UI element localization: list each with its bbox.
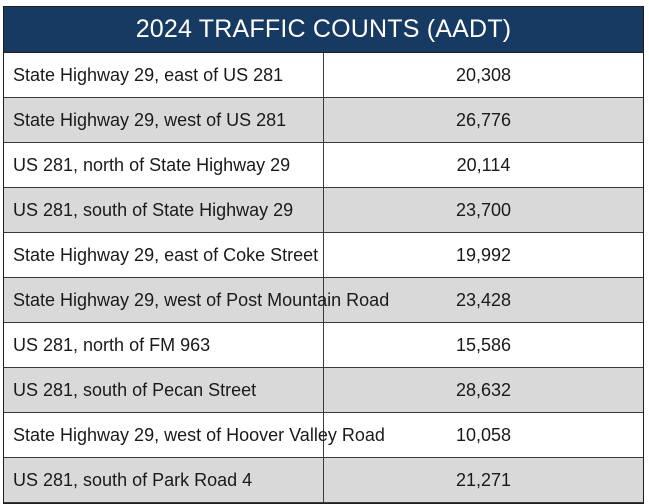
count-cell: 28,632 (323, 367, 643, 413)
table-row: State Highway 29, west of Post Mountain … (4, 277, 643, 323)
location-cell: State Highway 29, east of US 281 (4, 52, 324, 98)
count-cell: 26,776 (323, 97, 643, 143)
count-cell: 23,428 (323, 277, 643, 323)
table-row: US 281, south of State Highway 29 23,700 (4, 187, 643, 233)
table-row: US 281, north of State Highway 29 20,114 (4, 142, 643, 188)
traffic-counts-table: 2024 TRAFFIC COUNTS (AADT) State Highway… (4, 7, 643, 503)
location-cell: State Highway 29, east of Coke Street (4, 232, 324, 278)
count-cell: 19,992 (323, 232, 643, 278)
table-row: US 281, north of FM 963 15,586 (4, 322, 643, 368)
count-cell: 23,700 (323, 187, 643, 233)
count-cell: 10,058 (323, 412, 643, 458)
location-cell: US 281, south of Park Road 4 (4, 457, 324, 503)
count-cell: 20,308 (323, 52, 643, 98)
table-title: 2024 TRAFFIC COUNTS (AADT) (4, 7, 643, 53)
table-body: State Highway 29, east of US 281 20,308 … (4, 52, 643, 503)
table-row: State Highway 29, east of Coke Street 19… (4, 232, 643, 278)
location-cell: State Highway 29, west of US 281 (4, 97, 324, 143)
count-cell: 20,114 (323, 142, 643, 188)
count-cell: 21,271 (323, 457, 643, 503)
location-cell: US 281, north of FM 963 (4, 322, 324, 368)
table-row: State Highway 29, west of US 281 26,776 (4, 97, 643, 143)
location-cell: US 281, south of State Highway 29 (4, 187, 324, 233)
table-row: State Highway 29, west of Hoover Valley … (4, 412, 643, 458)
count-cell: 15,586 (323, 322, 643, 368)
location-cell: US 281, south of Pecan Street (4, 367, 324, 413)
table-row: US 281, south of Pecan Street 28,632 (4, 367, 643, 413)
location-cell: US 281, north of State Highway 29 (4, 142, 324, 188)
table-row: State Highway 29, east of US 281 20,308 (4, 52, 643, 98)
table-header-row: 2024 TRAFFIC COUNTS (AADT) (4, 7, 643, 53)
table-row: US 281, south of Park Road 4 21,271 (4, 457, 643, 503)
traffic-counts-table-container: 2024 TRAFFIC COUNTS (AADT) State Highway… (3, 6, 644, 504)
location-cell: State Highway 29, west of Hoover Valley … (4, 412, 385, 458)
location-cell: State Highway 29, west of Post Mountain … (4, 277, 389, 323)
